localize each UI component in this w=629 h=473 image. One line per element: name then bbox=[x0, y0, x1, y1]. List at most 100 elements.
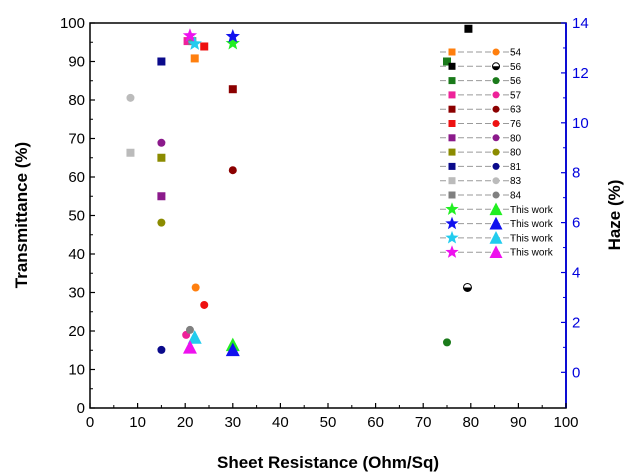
y2-tick-label: 14 bbox=[572, 15, 589, 32]
y-tick-label: 100 bbox=[60, 15, 85, 32]
legend-square-marker bbox=[448, 191, 456, 199]
transmittance-square-point bbox=[183, 37, 192, 46]
x-tick-label: 30 bbox=[224, 414, 241, 431]
haze-triangle-point bbox=[187, 330, 202, 344]
transmittance-square-point bbox=[228, 85, 237, 94]
transmittance-square-point bbox=[200, 42, 209, 51]
legend-label: 81 bbox=[510, 162, 522, 173]
legend-label: This work bbox=[510, 205, 554, 216]
x-tick-label: 100 bbox=[553, 414, 578, 431]
legend-triangle-marker bbox=[489, 216, 503, 230]
legend-label: This work bbox=[510, 248, 554, 259]
legend-item: 80 bbox=[440, 148, 522, 159]
legend-circle-marker bbox=[492, 177, 500, 185]
haze-circle-point bbox=[443, 338, 451, 347]
legend-label: This work bbox=[510, 233, 554, 244]
x-tick-label: 0 bbox=[86, 414, 94, 431]
legend-item: This work bbox=[440, 245, 554, 259]
legend-label: 76 bbox=[510, 119, 522, 130]
legend-square-marker bbox=[448, 148, 456, 156]
y-tick-label: 20 bbox=[68, 323, 85, 340]
legend-circle-marker bbox=[492, 120, 500, 127]
legend-triangle-marker bbox=[489, 231, 503, 244]
haze-circle-point bbox=[228, 166, 237, 175]
x-tick-label: 90 bbox=[510, 414, 527, 431]
y-tick-label: 40 bbox=[68, 246, 85, 263]
legend-star-marker bbox=[445, 216, 459, 230]
legend-star-marker bbox=[445, 245, 459, 258]
legend-item: This work bbox=[440, 216, 554, 230]
y2-axis-title: Haze (%) bbox=[605, 180, 624, 251]
legend-square-marker bbox=[448, 91, 456, 99]
y-tick-label: 30 bbox=[68, 285, 85, 302]
legend-label: 80 bbox=[510, 133, 522, 144]
legend-square-marker bbox=[448, 162, 456, 170]
legend-label: 80 bbox=[510, 148, 522, 159]
legend-circle-marker bbox=[492, 105, 500, 113]
transmittance-square-point bbox=[190, 54, 199, 63]
transmittance-square-point bbox=[157, 153, 166, 162]
transmittance-square-point bbox=[126, 148, 135, 157]
y-tick-label: 70 bbox=[68, 131, 85, 148]
legend-label: 54 bbox=[510, 48, 522, 59]
transmittance-square-point bbox=[464, 24, 473, 33]
legend-item: 81 bbox=[440, 162, 522, 173]
legend-label: 56 bbox=[510, 62, 522, 73]
legend-item: 84 bbox=[440, 191, 522, 202]
legend-item: 83 bbox=[440, 176, 522, 187]
legend-circle-marker bbox=[492, 77, 500, 85]
transmittance-square-point bbox=[157, 192, 166, 201]
legend-item: This work bbox=[440, 202, 554, 216]
legend-item: 57 bbox=[440, 90, 522, 101]
y-axis-ticks: 0 10 20 30 40 50 60 70 80 90 100 bbox=[60, 15, 95, 417]
legend-circle-marker bbox=[492, 134, 500, 142]
legend-label: This work bbox=[510, 219, 554, 230]
legend-circle-marker bbox=[492, 162, 500, 170]
x-tick-label: 50 bbox=[320, 414, 337, 431]
y2-axis-ticks: 0 2 4 6 8 10 12 14 bbox=[561, 15, 589, 381]
legend-circle-marker bbox=[492, 148, 500, 156]
legend-label: 63 bbox=[510, 105, 522, 116]
y-tick-label: 60 bbox=[68, 169, 85, 186]
legend-item: 80 bbox=[440, 133, 522, 144]
haze-circle-point bbox=[157, 218, 166, 227]
legend-label: 83 bbox=[510, 176, 522, 187]
legend-star-marker bbox=[445, 202, 459, 215]
x-tick-label: 80 bbox=[462, 414, 479, 431]
y2-tick-label: 0 bbox=[572, 364, 580, 381]
haze-circle-point bbox=[157, 138, 166, 147]
y-tick-label: 80 bbox=[68, 92, 85, 109]
legend-square-marker bbox=[448, 62, 456, 70]
y-tick-label: 10 bbox=[68, 362, 85, 379]
x-tick-label: 20 bbox=[177, 414, 194, 431]
haze-half-circle-point-fill bbox=[463, 287, 472, 292]
legend-triangle-marker bbox=[489, 245, 503, 259]
haze-triangle-point bbox=[225, 342, 240, 357]
y2-tick-label: 2 bbox=[572, 314, 580, 331]
transmittance-star-point bbox=[182, 28, 198, 42]
legend: 54 56 56 57 63 76 80 80 81 83 84 This work This work… bbox=[440, 48, 554, 259]
x-tick-label: 60 bbox=[367, 414, 384, 431]
x-tick-label: 40 bbox=[272, 414, 289, 431]
legend-item: This work bbox=[440, 230, 554, 244]
haze-circle-point bbox=[185, 325, 194, 334]
haze-circle-point bbox=[157, 345, 166, 354]
x-axis-ticks: 0 10 20 30 40 50 60 70 80 90 100 bbox=[86, 403, 579, 431]
legend-item: 56 bbox=[440, 62, 522, 73]
y-tick-label: 0 bbox=[77, 400, 85, 417]
haze-triangle-point bbox=[182, 340, 197, 354]
legend-label: 57 bbox=[510, 90, 522, 101]
y2-tick-label: 8 bbox=[572, 165, 580, 182]
haze-circle-point bbox=[191, 283, 200, 292]
legend-square-marker bbox=[448, 77, 456, 85]
legend-square-marker bbox=[448, 48, 456, 56]
legend-square-marker bbox=[448, 105, 456, 113]
legend-item: 63 bbox=[440, 105, 522, 116]
legend-label: 84 bbox=[510, 191, 522, 202]
y-tick-label: 50 bbox=[68, 208, 85, 225]
transmittance-square-point bbox=[188, 37, 197, 46]
haze-circle-point bbox=[200, 300, 209, 309]
y2-tick-label: 12 bbox=[572, 65, 589, 82]
legend-half-circle-marker-fill bbox=[492, 66, 500, 70]
